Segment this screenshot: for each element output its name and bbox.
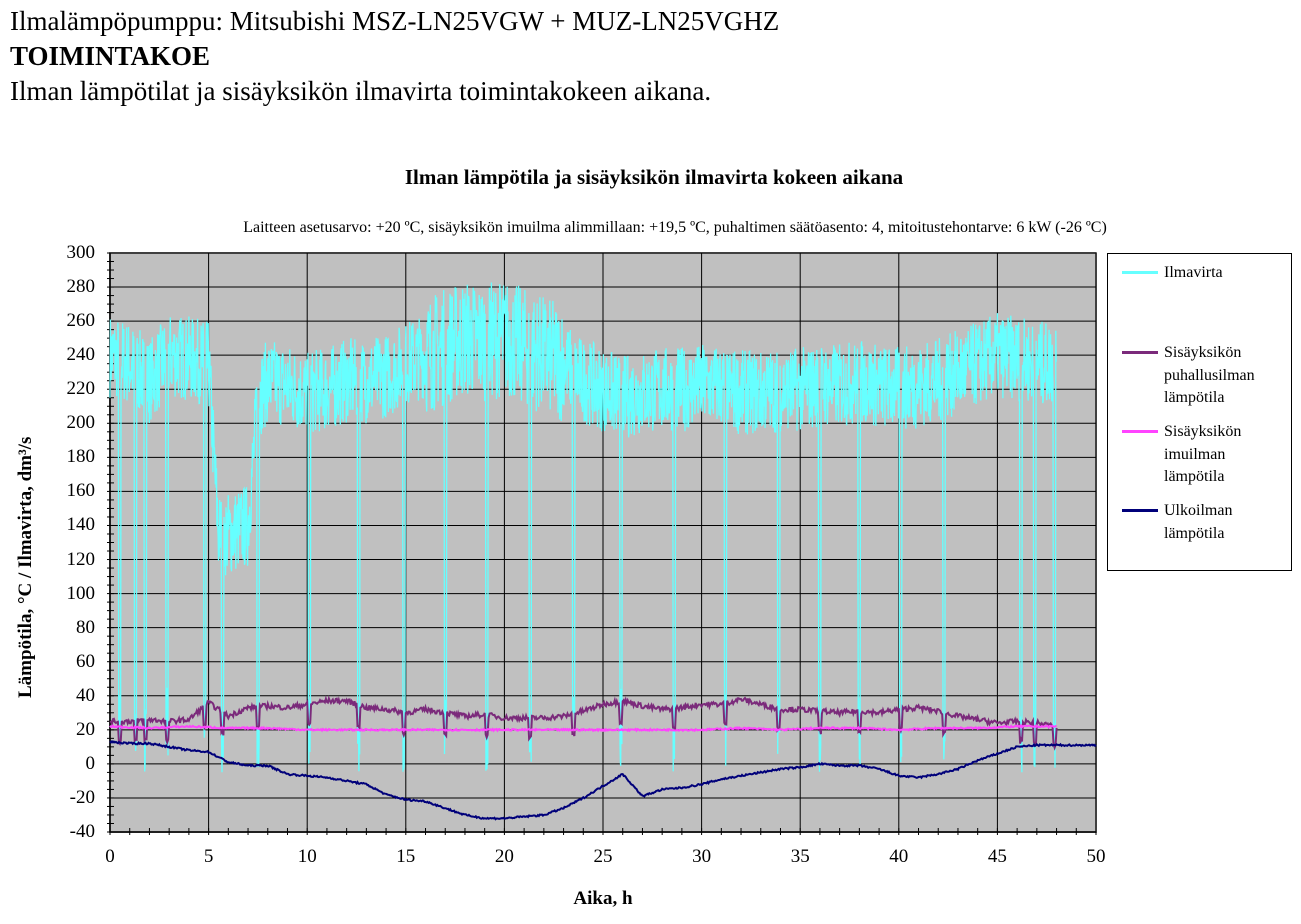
- y-tick-label: 260: [66, 310, 96, 332]
- y-tick-label: 120: [66, 548, 96, 570]
- y-tick-label: 180: [66, 446, 96, 468]
- legend-swatch-icon: [1122, 509, 1158, 512]
- series-ilmavirta: [109, 282, 1057, 773]
- y-tick-label: 220: [66, 378, 96, 400]
- x-axis-label: Aika, h: [573, 888, 633, 909]
- y-tick-label: 280: [66, 276, 96, 298]
- x-tick-label: 15: [396, 846, 416, 867]
- x-tick-label: 45: [987, 846, 1007, 867]
- document-description: Ilman lämpötilat ja sisäyksikön ilmavirt…: [10, 76, 712, 106]
- series-line: [109, 695, 1058, 751]
- chart-subtitle: Laitteen asetusarvo: +20 ºC, sisäyksikön…: [243, 219, 1107, 236]
- document-title: Ilmalämpöpumppu: Mitsubishi MSZ-LN25VGW …: [10, 6, 780, 36]
- y-tick-label: 300: [66, 242, 96, 263]
- y-tick-label: -40: [69, 821, 95, 842]
- x-tick-label: 10: [297, 846, 317, 867]
- series-line: [109, 723, 1057, 733]
- x-tick-label: 20: [494, 846, 514, 867]
- y-tick-label: 200: [66, 412, 96, 434]
- y-tick-label: 40: [76, 684, 95, 706]
- x-tick-label: 50: [1086, 846, 1106, 867]
- x-tick-label: 5: [203, 846, 214, 867]
- y-tick-label: 20: [76, 718, 95, 740]
- chart-legend: Ilmavirta Sisäyksikön puhallusilman lämp…: [1107, 253, 1292, 571]
- series-line: [109, 739, 1097, 821]
- y-tick-label: -20: [69, 786, 95, 808]
- x-tick-label: 0: [105, 846, 115, 867]
- y-tick-label: 100: [66, 582, 96, 604]
- y-tick-label: 0: [85, 752, 96, 774]
- y-tick-label: 160: [66, 480, 96, 502]
- x-tick-label: 40: [889, 846, 909, 867]
- x-tick-label: 30: [692, 846, 712, 867]
- y-axis-label: Lämpötila, °C / Ilmavirta, dm³/s: [15, 436, 36, 698]
- document-subtitle: TOIMINTAKOE: [10, 41, 211, 71]
- legend-swatch-icon: [1122, 271, 1158, 274]
- x-tick-label: 25: [593, 846, 613, 867]
- x-tick-label: 35: [790, 846, 810, 867]
- legend-swatch-icon: [1122, 351, 1158, 354]
- y-tick-label: 140: [66, 514, 96, 536]
- chart-title: Ilman lämpötila ja sisäyksikön ilmavirta…: [404, 165, 904, 189]
- legend-swatch-icon: [1122, 430, 1158, 433]
- y-tick-label: 80: [76, 616, 95, 638]
- y-tick-label: 240: [66, 344, 96, 366]
- y-tick-label: 60: [76, 650, 95, 672]
